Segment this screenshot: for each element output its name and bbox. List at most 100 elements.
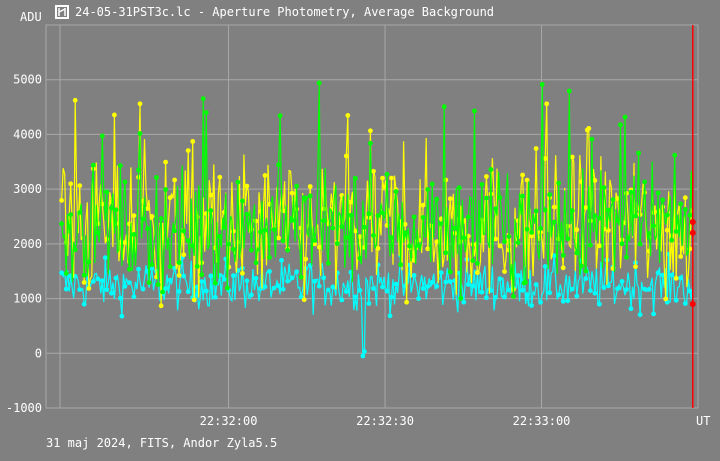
data-point	[663, 296, 669, 302]
data-point	[185, 289, 191, 295]
data-point	[515, 240, 521, 246]
data-point	[137, 131, 143, 136]
data-point	[452, 225, 458, 231]
data-point	[212, 280, 218, 286]
data-point	[425, 246, 431, 252]
data-point	[569, 286, 575, 292]
data-point	[592, 213, 598, 219]
data-point	[646, 231, 652, 236]
data-point	[185, 148, 191, 154]
data-point	[384, 288, 390, 294]
data-point	[606, 207, 611, 213]
data-point	[253, 275, 259, 281]
data-point	[321, 218, 327, 224]
data-point	[389, 235, 394, 240]
data-point	[176, 289, 182, 294]
data-point	[280, 286, 286, 292]
data-point	[277, 113, 283, 119]
data-point	[357, 255, 363, 261]
data-point	[146, 280, 152, 285]
data-point	[262, 284, 268, 290]
x-tick-label: 22:32:00	[200, 414, 258, 428]
film-frame-icon	[55, 5, 69, 19]
data-point	[345, 113, 351, 118]
time-cursor[interactable]	[689, 25, 696, 408]
data-point	[316, 244, 322, 250]
data-point	[411, 273, 417, 278]
data-point	[136, 266, 141, 272]
data-point	[619, 241, 625, 247]
data-point	[524, 177, 530, 183]
x-tick-label: 22:33:00	[513, 414, 571, 428]
data-point	[348, 212, 354, 218]
data-point	[404, 299, 409, 305]
data-point	[420, 215, 426, 220]
data-point	[167, 264, 173, 270]
data-point	[615, 196, 620, 202]
data-point	[343, 235, 349, 240]
data-point	[203, 110, 209, 115]
data-point	[420, 202, 426, 208]
data-point	[145, 206, 150, 212]
data-point	[438, 270, 444, 276]
data-point	[118, 163, 123, 169]
data-point	[262, 173, 268, 178]
data-point	[267, 255, 272, 260]
data-point	[160, 289, 166, 295]
data-point	[131, 232, 137, 237]
data-point	[375, 246, 381, 251]
data-point	[224, 285, 230, 291]
data-point	[131, 213, 137, 219]
data-point	[316, 80, 322, 86]
data-point	[86, 259, 92, 265]
y-tick-label: 2000	[13, 237, 42, 251]
data-point	[102, 255, 108, 261]
data-point	[90, 279, 96, 284]
data-point	[551, 204, 557, 210]
data-point	[145, 226, 150, 232]
data-point	[158, 303, 164, 309]
data-point	[181, 228, 187, 234]
data-point	[583, 276, 589, 281]
data-point	[655, 270, 661, 276]
data-point	[212, 294, 218, 300]
data-point	[484, 195, 489, 201]
data-point	[678, 254, 684, 259]
data-point	[185, 238, 191, 244]
data-point	[357, 287, 363, 293]
y-tick-label: 3000	[13, 182, 42, 196]
data-point	[307, 184, 313, 189]
data-point	[343, 153, 349, 159]
data-point	[221, 224, 227, 230]
data-point	[425, 187, 431, 192]
data-point	[506, 287, 512, 293]
data-point	[86, 286, 92, 291]
data-point	[441, 104, 447, 110]
data-point	[285, 247, 290, 253]
data-point	[583, 268, 589, 274]
data-point	[203, 288, 209, 294]
data-point	[81, 272, 87, 278]
data-point	[298, 294, 304, 300]
data-point	[533, 208, 539, 214]
data-point	[167, 195, 173, 201]
data-point	[339, 224, 345, 230]
data-point	[484, 174, 489, 179]
data-point	[551, 219, 557, 225]
data-point	[158, 216, 164, 221]
data-point	[176, 260, 182, 265]
data-point	[682, 301, 688, 306]
data-point	[380, 210, 385, 216]
data-point	[366, 211, 372, 217]
data-point	[172, 177, 178, 183]
data-point	[687, 288, 693, 294]
data-point	[267, 269, 272, 274]
data-point	[556, 292, 562, 298]
data-point	[357, 234, 363, 240]
data-point	[493, 236, 498, 242]
data-point	[601, 285, 607, 291]
data-point	[637, 241, 643, 247]
series-line	[61, 254, 694, 357]
